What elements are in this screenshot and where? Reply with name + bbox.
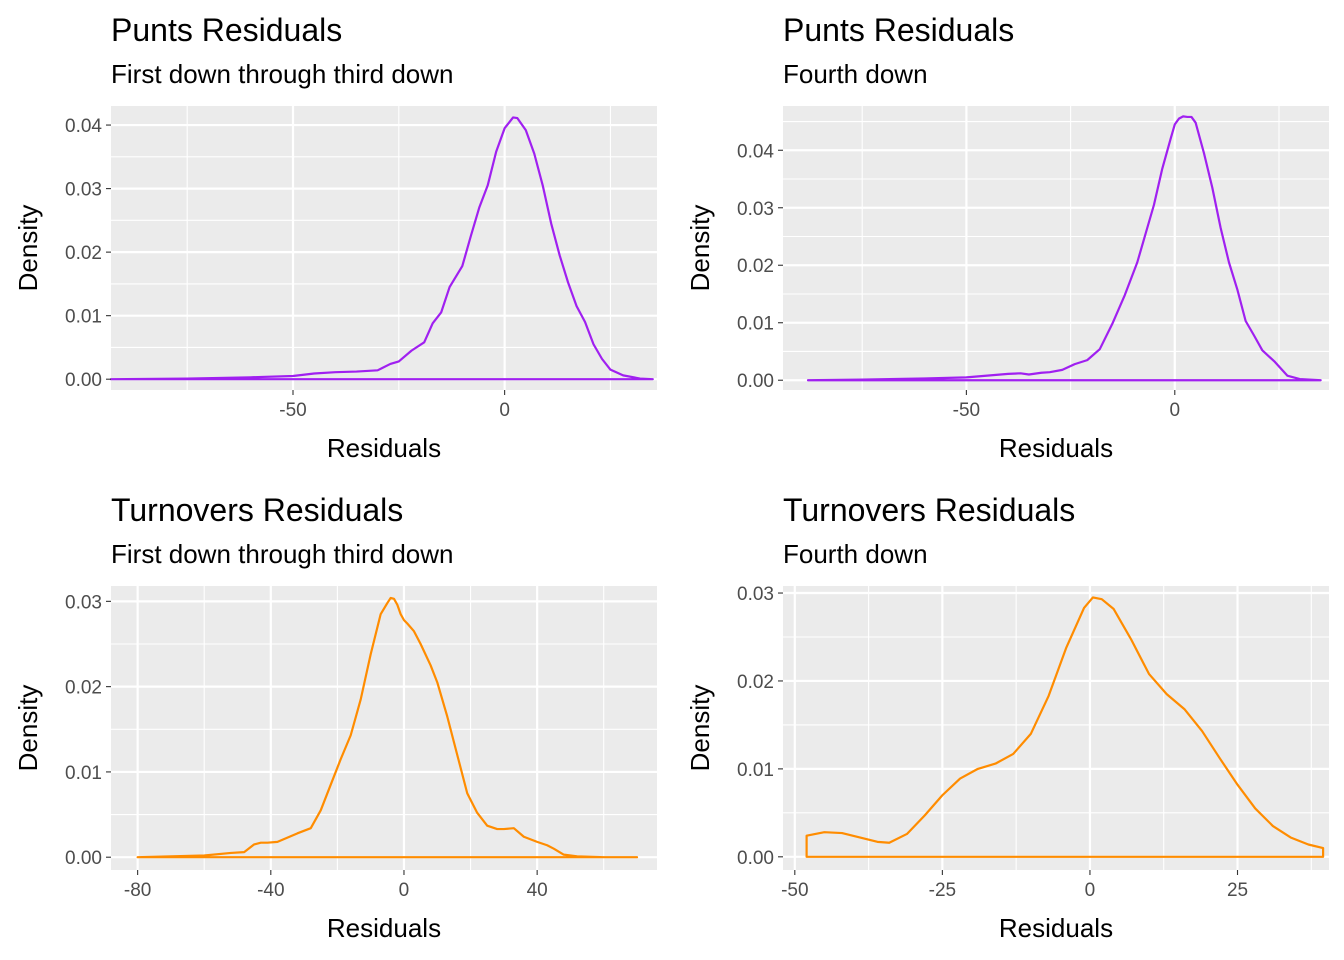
x-tick-label: 0	[399, 880, 410, 901]
chart-subtitle: Fourth down	[783, 59, 928, 89]
plot-background	[783, 106, 1329, 390]
x-tick-label: 25	[1227, 880, 1248, 901]
chart-subtitle: First down through third down	[111, 59, 454, 89]
panel-punts-first-third: Punts Residuals First down through third …	[13, 12, 657, 463]
y-tick-label: 0.01	[65, 307, 102, 328]
y-tick-label: 0.01	[65, 763, 102, 784]
x-tick-label: -50	[781, 880, 808, 901]
x-axis-title: Residuals	[999, 433, 1113, 463]
density-curve	[805, 596, 1325, 858]
y-tick-label: 0.01	[737, 314, 774, 335]
density-curve	[806, 115, 1322, 382]
y-tick-label: 0.02	[65, 243, 102, 264]
y-tick-label: 0.00	[737, 371, 774, 392]
y-axis-title: Density	[685, 205, 715, 292]
density-curve	[109, 116, 654, 381]
y-tick-label: 0.04	[65, 116, 102, 137]
x-tick-label: 0	[1169, 400, 1180, 421]
y-tick-label: 0.02	[737, 256, 774, 277]
y-tick-label: 0.04	[737, 141, 774, 162]
y-axis-title: Density	[685, 685, 715, 772]
chart-subtitle: Fourth down	[783, 539, 928, 569]
x-axis-title: Residuals	[999, 913, 1113, 943]
x-tick-label: 0	[1085, 880, 1096, 901]
y-tick-label: 0.02	[737, 672, 774, 693]
x-tick-label: 0	[499, 400, 510, 421]
x-tick-label: -80	[124, 880, 151, 901]
y-tick-label: 0.00	[65, 848, 102, 869]
y-tick-label: 0.00	[65, 370, 102, 391]
y-axis-title: Density	[13, 685, 43, 772]
x-tick-label: -50	[953, 400, 980, 421]
y-tick-label: 0.03	[737, 584, 774, 605]
chart-title: Turnovers Residuals	[783, 492, 1075, 528]
y-tick-label: 0.03	[65, 180, 102, 201]
y-tick-label: 0.01	[737, 760, 774, 781]
x-tick-label: 40	[527, 880, 548, 901]
plot-background	[111, 106, 657, 390]
plot-background	[783, 586, 1329, 870]
y-tick-label: 0.03	[65, 592, 102, 613]
chart-title: Punts Residuals	[783, 12, 1014, 48]
chart-title: Turnovers Residuals	[111, 492, 403, 528]
y-tick-label: 0.00	[737, 848, 774, 869]
plot-background	[111, 586, 657, 870]
x-axis-title: Residuals	[327, 433, 441, 463]
panel-turnovers-fourth: Turnovers Residuals Fourth down -50 -25 0 25 0…	[685, 492, 1329, 943]
y-tick-label: 0.03	[737, 199, 774, 220]
y-axis-title: Density	[13, 205, 43, 292]
chart-subtitle: First down through third down	[111, 539, 454, 569]
x-axis-title: Residuals	[327, 913, 441, 943]
panel-punts-fourth: Punts Residuals Fourth down -50 0 0.00 0.01 0.…	[685, 12, 1329, 463]
density-curve	[136, 596, 639, 859]
y-tick-label: 0.02	[65, 678, 102, 699]
chart-title: Punts Residuals	[111, 12, 342, 48]
x-tick-label: -25	[929, 880, 956, 901]
panel-turnovers-first-third: Turnovers Residuals First down through th…	[13, 492, 657, 943]
x-tick-label: -40	[257, 880, 284, 901]
x-tick-label: -50	[279, 400, 306, 421]
